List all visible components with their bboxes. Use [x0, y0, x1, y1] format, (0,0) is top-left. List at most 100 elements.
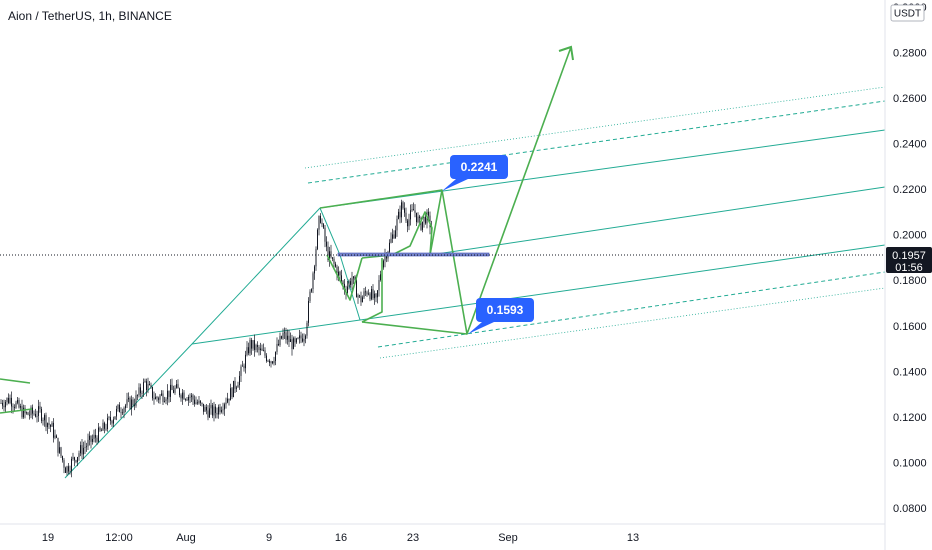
candle-body [219, 406, 221, 412]
candle-body [413, 209, 414, 211]
candle-body [83, 447, 84, 455]
candle-body [279, 336, 281, 346]
channel-line [319, 129, 886, 209]
candle-body [81, 445, 83, 455]
projection-drawings [0, 45, 574, 414]
candle-body [390, 238, 392, 243]
candle-body [407, 220, 408, 227]
candle-body [326, 241, 327, 247]
candle-body [294, 338, 296, 343]
candle-body [122, 412, 123, 414]
candle-body [428, 211, 429, 216]
parallel-channel-lines [64, 86, 886, 479]
candle-body [302, 338, 303, 342]
candle-body [378, 280, 380, 291]
candle-body [341, 275, 342, 282]
candle-body [161, 393, 162, 396]
candle-body [344, 283, 345, 292]
candle-body [39, 406, 41, 409]
candle-body [228, 398, 230, 401]
candle-body [395, 230, 396, 239]
candle-body [365, 291, 366, 293]
candle-body [6, 397, 8, 402]
candle-body [206, 407, 207, 411]
candle-body [167, 390, 168, 400]
candle-body [351, 278, 353, 285]
candle-body [165, 399, 167, 402]
candle-body [296, 338, 297, 343]
candle-body [389, 242, 390, 252]
candle-body [261, 348, 263, 351]
candle-body [207, 410, 209, 418]
candle-body [281, 336, 282, 339]
candle-body [252, 340, 254, 349]
candle-body [288, 335, 290, 343]
candle-body [152, 387, 153, 399]
candle-body [113, 419, 114, 424]
candle-body [291, 339, 293, 349]
candle-body [401, 202, 402, 218]
candle-body [290, 339, 291, 343]
time-axis-ticks: 19 12:00 Aug 9 16 23 Sep 13 [42, 532, 639, 544]
candle-body [140, 387, 141, 394]
candle-body [213, 406, 215, 416]
candle-body [182, 392, 183, 399]
candle-body [170, 384, 171, 397]
candle-body [8, 397, 9, 404]
candle-body [338, 271, 339, 277]
candle-body [368, 293, 369, 295]
candle-body [332, 257, 333, 259]
candle-body [36, 415, 38, 417]
candle-body [297, 338, 299, 339]
candle-body [237, 385, 239, 388]
candle-body [30, 407, 32, 416]
candle-body [308, 300, 309, 323]
candle-body [65, 467, 66, 473]
candle-body [359, 295, 360, 297]
candle-body [155, 396, 156, 400]
candle-body [239, 375, 240, 386]
candle-body [236, 387, 237, 389]
projection-path [429, 46, 572, 335]
candle-body [405, 212, 407, 221]
channel-line [379, 287, 886, 359]
candle-body [114, 416, 116, 420]
candle-body [303, 339, 305, 342]
candle-body [305, 335, 306, 340]
candle-body [410, 210, 411, 220]
candle-body [285, 332, 287, 340]
candle-body [9, 397, 11, 404]
candle-body [77, 457, 78, 463]
candle-body [164, 401, 165, 402]
candle-body [362, 297, 363, 303]
channel-line [429, 186, 886, 256]
trend-line [319, 207, 361, 321]
candle-body [333, 258, 335, 264]
callout-pointer [442, 179, 468, 191]
candle-body [45, 415, 47, 428]
candle-body [32, 407, 33, 414]
currency-label: USDT [894, 9, 921, 20]
candle-body [383, 260, 384, 268]
candle-body [108, 417, 110, 418]
candle-body [21, 406, 23, 418]
candle-body [18, 400, 20, 408]
channel-line [377, 271, 886, 348]
candle-body [144, 381, 146, 383]
candle-body [69, 470, 71, 472]
candle-body [0, 402, 2, 404]
candle-body [41, 408, 42, 421]
candle-body [363, 291, 365, 298]
candle-body [323, 224, 324, 228]
x-tick-label: 9 [266, 532, 272, 544]
candle-body [50, 424, 51, 427]
candle-body [396, 218, 398, 231]
candle-body [134, 404, 135, 406]
candle-body [257, 345, 258, 347]
candle-body [48, 423, 50, 425]
candle-body [47, 423, 48, 428]
candle-body [20, 406, 21, 408]
currency-box[interactable] [890, 4, 925, 22]
candle-body [369, 293, 371, 300]
candle-body [80, 445, 81, 454]
